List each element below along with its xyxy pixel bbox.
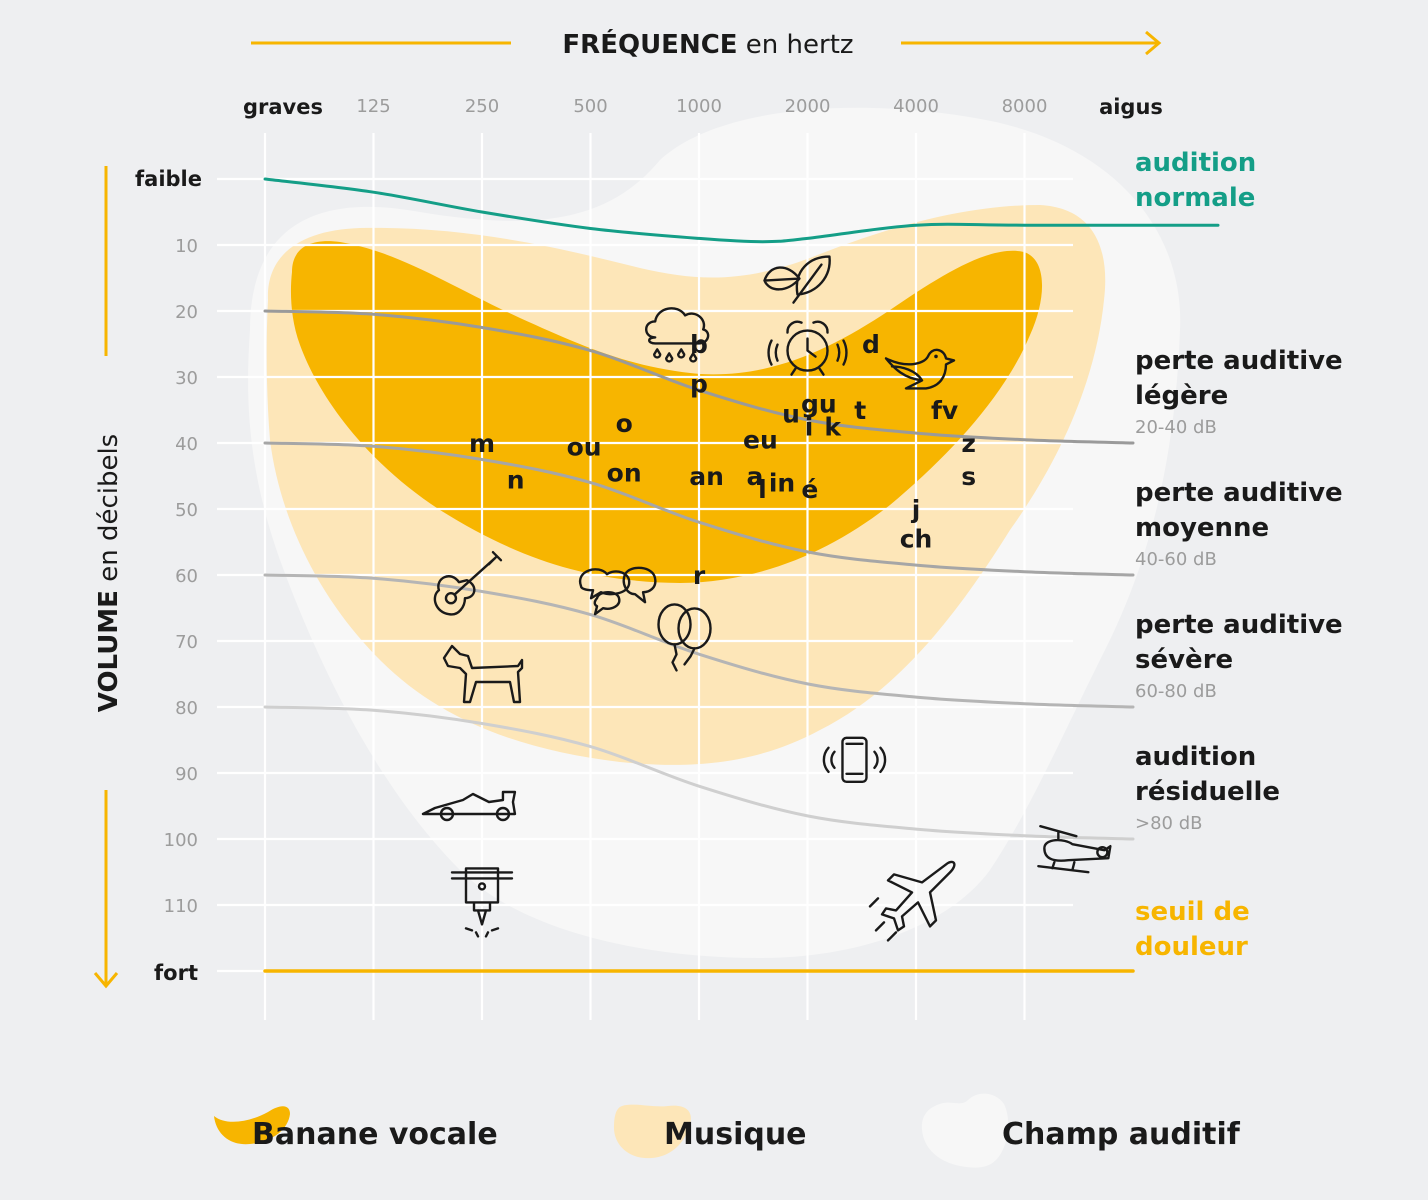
y-tick-label: 30 [175,368,198,389]
zone-label-douleur-line2: douleur [1135,932,1248,962]
alarm-clock-icon [767,320,848,376]
zone-label-legere-line2: légère [1135,381,1228,411]
y-axis-title: VOLUME en décibels [94,434,124,712]
phoneme-n: n [507,465,525,494]
phoneme-eu: eu [743,426,778,455]
zone-label-moyenne: perte auditive [1135,478,1343,508]
bird-icon [884,348,956,390]
phoneme-an: an [689,462,724,491]
x-tick-label: 2000 [785,96,831,117]
threshold-lines-layer [263,177,1220,973]
zone-label-legere: perte auditive [1135,346,1343,376]
y-label-fort: fort [154,961,198,985]
phoneme-m: m [469,429,495,458]
phoneme-o: o [616,409,633,438]
zone-label-douleur: seuil de [1135,897,1250,927]
zone-label-residuelle-line2: résiduelle [1135,777,1280,807]
phoneme-on: on [607,459,642,488]
y-tick-label: 60 [175,566,198,587]
y-tick-label: 20 [175,302,198,323]
phone-vibrating-icon [822,736,887,783]
zone-label-severe: perte auditive [1135,610,1343,640]
zone-range-legere: 20-40 dB [1135,417,1217,438]
phoneme-l: l [758,475,767,504]
legend-label-banane: Banane vocale [252,1117,498,1152]
moderate-loss-line [263,441,1135,577]
phoneme-ch: ch [900,525,933,554]
legend-label-musique: Musique [664,1117,807,1152]
severe-loss-line [263,573,1135,709]
phoneme-k: k [824,413,842,442]
x-label-graves: graves [243,95,323,119]
phoneme-i: i [805,413,814,442]
x-tick-label: 125 [356,96,390,117]
rain-cloud-icon [645,307,710,363]
x-tick-label: 8000 [1002,96,1048,117]
x-axis-title: FRÉQUENCE en hertz [562,28,853,60]
legend-swatch-banane-vocale [214,1106,290,1145]
phoneme-r: r [693,561,706,590]
x-tick-label: 4000 [893,96,939,117]
y-tick-label: 40 [175,434,198,455]
race-car-icon [421,790,517,822]
y-tick-label: 90 [175,764,198,785]
phoneme-é: é [801,475,818,504]
mild-loss-line [263,309,1135,445]
airplane-icon [868,860,956,942]
y-tick-label: 50 [175,500,198,521]
phoneme-ou: ou [567,432,602,461]
phoneme-in: in [769,469,795,498]
leaf-icon [763,255,831,304]
x-arrow-head-icon [1145,30,1162,56]
y-tick-label: 80 [175,698,198,719]
x-tick-label: 250 [465,96,499,117]
y-tick-label: 110 [164,896,198,917]
y-tick-label: 10 [175,236,198,257]
dog-icon [442,644,524,704]
zone-range-moyenne: 40-60 dB [1135,549,1217,570]
legend-swatch-musique [614,1104,691,1159]
zone-label-severe-line2: sévère [1135,645,1233,675]
phoneme-a: a [747,462,764,491]
y-arrow-head-icon [93,972,119,989]
zone-label-normal: audition [1135,148,1256,178]
y-label-faible: faible [135,167,202,191]
normal-hearing-line [263,177,1220,244]
zone-label-residuelle: audition [1135,742,1256,772]
phoneme-s: s [961,462,976,491]
y-tick-label: 100 [164,830,198,851]
zone-label-moyenne-line2: moyenne [1135,513,1269,543]
zone-range-residuelle: >80 dB [1135,813,1202,834]
legend: Banane vocale Musique Champ auditif [214,1093,1241,1168]
legend-label-champ: Champ auditif [1002,1117,1241,1152]
phoneme-z: z [961,429,976,458]
phoneme-t: t [854,396,866,425]
phoneme-j: j [911,495,921,524]
y-tick-label: 70 [175,632,198,653]
x-label-aigus: aigus [1099,95,1163,119]
zone-label-normal-line2: normale [1135,183,1255,213]
phoneme-fv: fv [931,396,958,425]
regions-layer [248,107,1181,958]
guitar-icon [433,551,503,616]
chat-bubbles-icon [578,566,657,616]
helicopter-icon [1037,825,1112,874]
phoneme-b: b [690,330,708,359]
x-tick-label: 500 [573,96,607,117]
balloons-icon [657,603,712,672]
legend-swatch-champ-auditif [921,1093,1009,1168]
phoneme-gu: gu [801,389,837,418]
jackhammer-icon [450,867,514,938]
residual-line [263,705,1135,841]
x-tick-label: 1000 [676,96,722,117]
phoneme-d: d [862,330,880,359]
phoneme-u: u [782,399,800,428]
zone-range-severe: 60-80 dB [1135,681,1217,702]
zone-labels-layer: audition normale perte auditive légère 20-40… [1135,148,1343,962]
sound-sources-layer [421,255,1112,942]
phoneme-p: p [690,370,708,399]
